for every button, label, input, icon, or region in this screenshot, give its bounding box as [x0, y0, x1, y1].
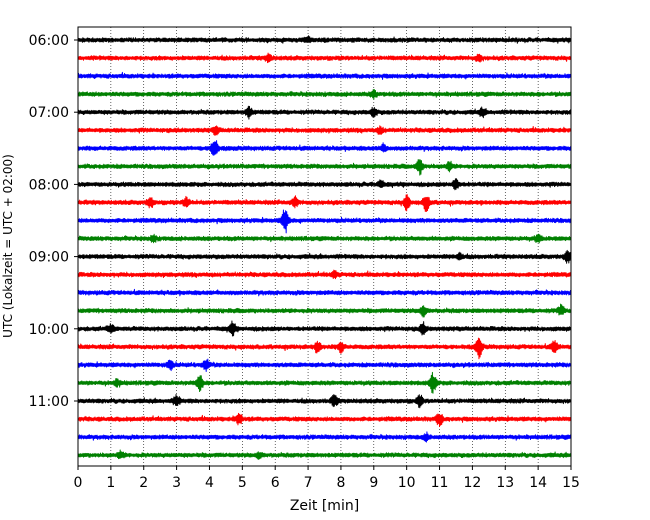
trace-0800 — [77, 178, 572, 191]
x-tick-label-13: 13 — [496, 475, 514, 491]
plot-frame — [77, 26, 572, 467]
x-tick-label-9: 9 — [369, 475, 378, 491]
trace-0615 — [77, 52, 572, 64]
trace-0645 — [77, 88, 572, 100]
seismic-traces — [77, 35, 572, 460]
trace-0945 — [77, 303, 572, 318]
x-tick-label-12: 12 — [463, 475, 481, 491]
x-tick-label-0: 0 — [74, 475, 83, 491]
trace-0730 — [77, 140, 572, 156]
y-tick-label-5: 11:00 — [29, 394, 69, 410]
y-tick-label-2: 08:00 — [29, 177, 69, 193]
trace-0700 — [77, 105, 572, 120]
trace-0915 — [77, 269, 572, 280]
trace-1030 — [77, 358, 572, 373]
trace-1130 — [77, 431, 572, 443]
trace-0900 — [77, 249, 572, 264]
trace-0930 — [77, 288, 572, 297]
x-tick-label-6: 6 — [271, 475, 280, 491]
trace-0815 — [77, 194, 572, 212]
x-tick-label-1: 1 — [106, 475, 115, 491]
trace-0845 — [77, 233, 572, 244]
x-tick-label-5: 5 — [238, 475, 247, 491]
x-tick-label-10: 10 — [398, 475, 416, 491]
x-axis-ticks: 0 1 2 3 4 5 6 7 8 9 10 11 12 13 14 15 — [74, 466, 580, 491]
y-tick-label-3: 09:00 — [29, 250, 69, 266]
trace-0715 — [77, 125, 572, 137]
trace-1100 — [77, 394, 572, 409]
x-tick-label-3: 3 — [172, 475, 181, 491]
y-tick-label-1: 07:00 — [29, 105, 69, 121]
trace-0630 — [77, 71, 572, 80]
trace-1145 — [77, 449, 572, 460]
x-tick-label-15: 15 — [562, 475, 580, 491]
x-tick-label-14: 14 — [529, 475, 547, 491]
trace-1015 — [77, 337, 572, 360]
trace-0745 — [77, 159, 572, 176]
trace-0830 — [77, 209, 572, 234]
x-tick-label-7: 7 — [304, 475, 313, 491]
x-tick-label-11: 11 — [431, 475, 449, 491]
y-tick-label-0: 06:00 — [29, 33, 69, 49]
x-tick-label-4: 4 — [205, 475, 214, 491]
trace-1045 — [77, 371, 572, 394]
y-axis-ticks: 06:00 07:00 08:00 09:00 10:00 11:00 — [29, 33, 78, 410]
x-axis-label: Zeit [min] — [290, 498, 359, 514]
trace-1000 — [77, 320, 572, 337]
y-tick-label-4: 10:00 — [29, 322, 69, 338]
x-tick-label-2: 2 — [139, 475, 148, 491]
trace-1115 — [77, 412, 572, 428]
gridlines — [110, 27, 539, 466]
y-axis-label: UTC (Lokalzeit = UTC + 02:00) — [1, 154, 15, 338]
trace-0600 — [77, 35, 572, 44]
x-tick-label-8: 8 — [336, 475, 345, 491]
